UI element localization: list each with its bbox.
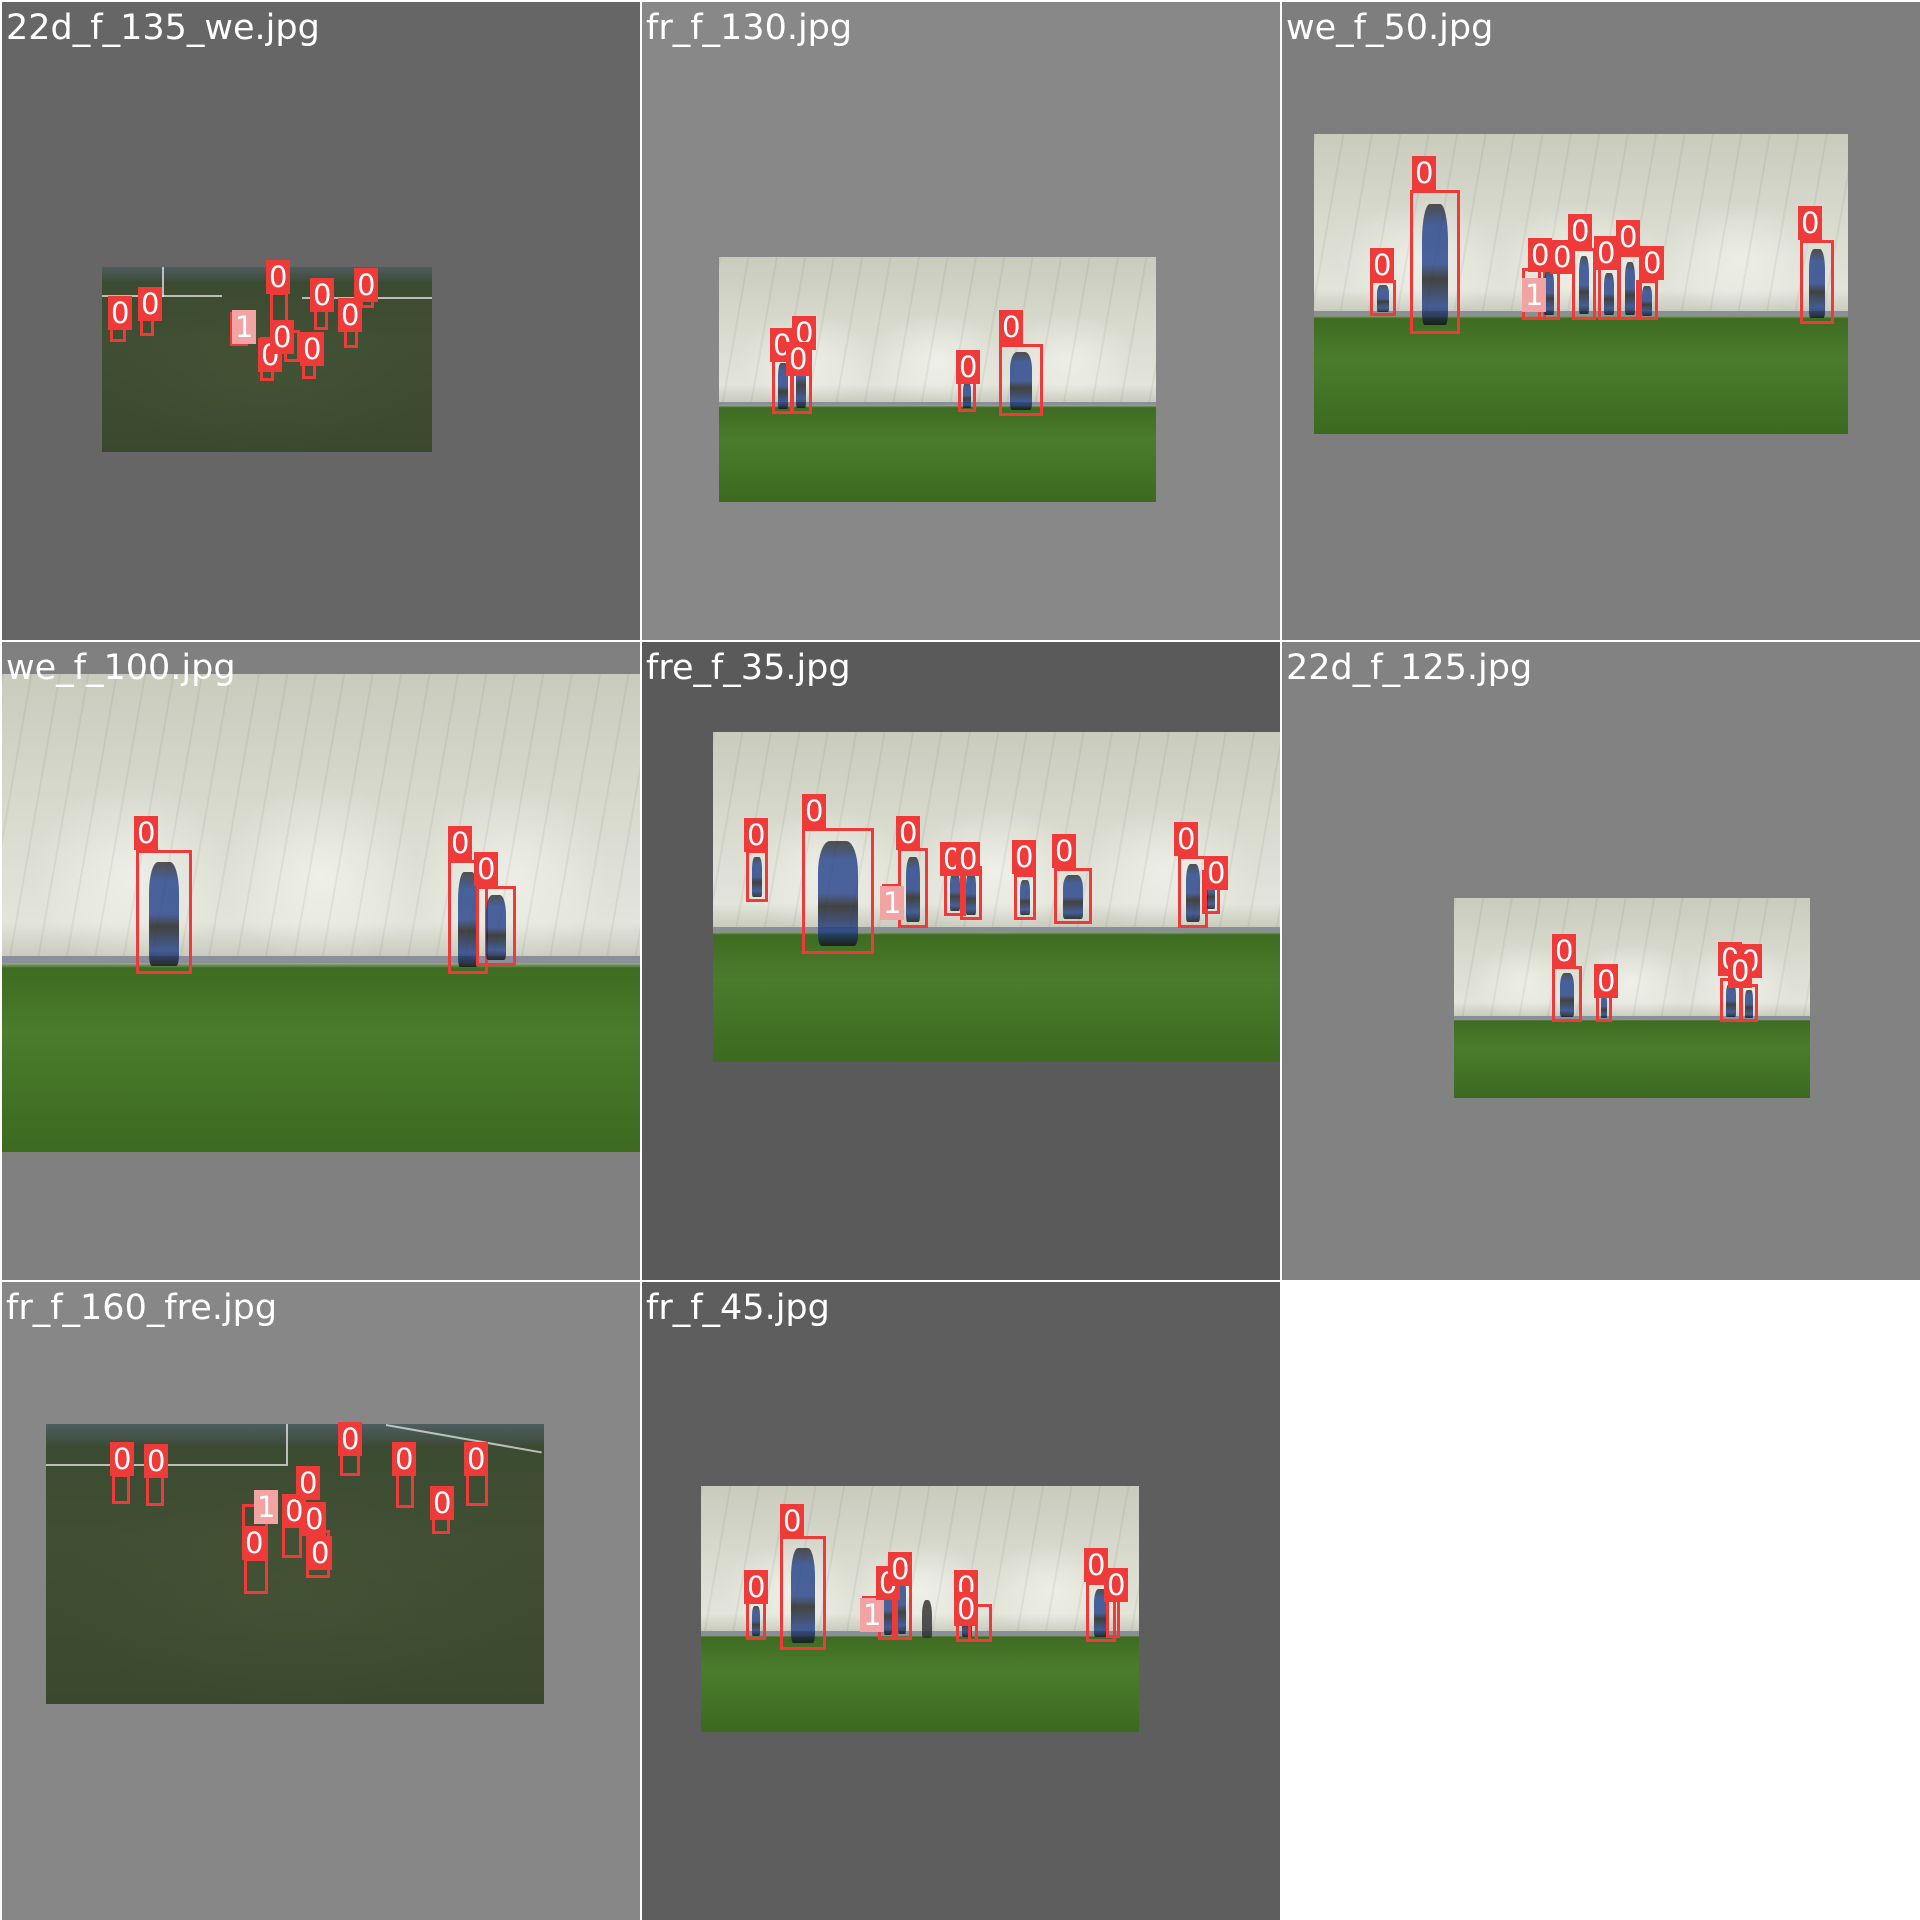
mosaic-tile-6: 22d_f_125.jpg 0 0 0 0 0 <box>1282 642 1920 1280</box>
detection-box <box>1572 248 1596 320</box>
class-label: 0 <box>1412 156 1437 190</box>
class-label: 0 <box>1594 236 1619 270</box>
class-label: 0 <box>1204 856 1229 890</box>
class-label: 0 <box>1104 1568 1129 1602</box>
class-label: 1 <box>860 1598 885 1632</box>
class-label: 0 <box>308 1536 333 1570</box>
photo <box>46 1424 544 1704</box>
class-label: 0 <box>144 1444 169 1478</box>
class-label: 0 <box>338 298 363 332</box>
mosaic-tile-2: fr_f_130.jpg 0 0 0 0 0 <box>642 2 1280 640</box>
tile-filename: fr_f_130.jpg <box>646 8 853 48</box>
class-label: 0 <box>354 268 379 302</box>
class-label: 0 <box>1594 964 1619 998</box>
tile-filename: fr_f_160_fre.jpg <box>6 1288 278 1328</box>
class-label: 0 <box>1528 238 1553 272</box>
class-label: 0 <box>999 310 1024 344</box>
class-label: 1 <box>254 1490 279 1524</box>
photo <box>701 1486 1139 1732</box>
detection-box <box>1410 190 1460 334</box>
detection-box <box>780 1536 826 1650</box>
tile-filename: we_f_50.jpg <box>1286 8 1494 48</box>
detection-box <box>1636 280 1658 320</box>
class-label: 0 <box>1640 246 1665 280</box>
class-label: 0 <box>338 1422 363 1456</box>
class-label: 0 <box>1616 220 1641 254</box>
class-label: 0 <box>110 1442 135 1476</box>
detection-box <box>1370 280 1396 316</box>
class-label: 0 <box>464 1442 489 1476</box>
class-label: 0 <box>956 350 981 384</box>
class-label: 0 <box>1552 934 1577 968</box>
detection-box <box>1618 254 1642 320</box>
class-label: 1 <box>880 886 905 920</box>
mosaic-tile-5: fre_f_35.jpg 0 0 1 0 0 0 0 0 0 0 <box>642 642 1280 1280</box>
class-label: 0 <box>1550 240 1575 274</box>
detection-box <box>1800 240 1834 324</box>
detection-box <box>999 344 1043 416</box>
tile-filename: fre_f_35.jpg <box>646 648 851 688</box>
class-label: 0 <box>296 1466 321 1500</box>
class-label: 0 <box>888 1552 913 1586</box>
class-label: 0 <box>802 794 827 828</box>
class-label: 0 <box>300 332 325 366</box>
mosaic-tile-4: we_f_100.jpg 0 0 0 <box>2 642 640 1280</box>
class-label: 0 <box>134 816 159 850</box>
photo <box>2 674 640 1152</box>
class-label: 0 <box>1370 248 1395 282</box>
class-label: 1 <box>1522 278 1547 312</box>
tile-filename: 22d_f_125.jpg <box>1286 648 1533 688</box>
mosaic-tile-7: fr_f_160_fre.jpg 0 0 1 0 0 0 0 0 0 0 0 0 <box>2 1282 640 1920</box>
detection-box <box>746 850 768 902</box>
detection-box <box>244 1558 268 1594</box>
class-label: 0 <box>108 296 133 330</box>
class-label: 0 <box>1012 840 1037 874</box>
class-label: 0 <box>266 260 291 294</box>
detection-box <box>136 850 192 974</box>
class-label: 0 <box>302 1502 327 1536</box>
class-label: 0 <box>1084 1548 1109 1582</box>
detection-box <box>112 1474 130 1504</box>
class-label: 0 <box>954 1592 979 1626</box>
tile-filename: 22d_f_135_we.jpg <box>6 8 320 48</box>
tile-filename: we_f_100.jpg <box>6 648 236 688</box>
class-label: 0 <box>448 826 473 860</box>
class-label: 0 <box>270 320 295 354</box>
class-label: 0 <box>1052 834 1077 868</box>
detection-box <box>802 828 874 954</box>
class-label: 0 <box>242 1526 267 1560</box>
class-label: 0 <box>780 1504 805 1538</box>
class-label: 1 <box>232 310 257 344</box>
class-label: 0 <box>1798 206 1823 240</box>
class-label: 0 <box>956 842 981 876</box>
class-label: 0 <box>1728 954 1753 988</box>
mosaic-tile-1: 22d_f_135_we.jpg 0 0 1 0 0 0 0 0 0 0 <box>2 2 640 640</box>
class-label: 0 <box>744 818 769 852</box>
mosaic-tile-8: fr_f_45.jpg 0 0 1 0 0 0 0 0 0 <box>642 1282 1280 1920</box>
class-label: 0 <box>786 342 811 376</box>
detection-box <box>746 1600 766 1640</box>
class-label: 0 <box>392 1442 417 1476</box>
detection-box <box>1178 856 1208 928</box>
detection-box <box>476 886 516 966</box>
mosaic-tile-3: we_f_50.jpg 0 0 1 0 0 0 0 0 0 0 <box>1282 2 1920 640</box>
class-label: 0 <box>1174 822 1199 856</box>
class-label: 0 <box>1568 214 1593 248</box>
class-label: 0 <box>138 287 163 321</box>
class-label: 0 <box>310 278 335 312</box>
detection-box <box>146 1474 164 1506</box>
detection-box <box>1552 966 1582 1022</box>
bystander <box>922 1600 932 1638</box>
class-label: 0 <box>474 852 499 886</box>
tile-filename: fr_f_45.jpg <box>646 1288 830 1328</box>
detection-box <box>1740 984 1758 1022</box>
detection-box <box>1054 868 1092 924</box>
detection-box <box>1014 874 1036 920</box>
photo <box>713 732 1280 1062</box>
class-label: 0 <box>744 1570 769 1604</box>
class-label: 0 <box>896 816 921 850</box>
detection-box <box>1598 266 1620 320</box>
class-label: 0 <box>430 1486 455 1520</box>
